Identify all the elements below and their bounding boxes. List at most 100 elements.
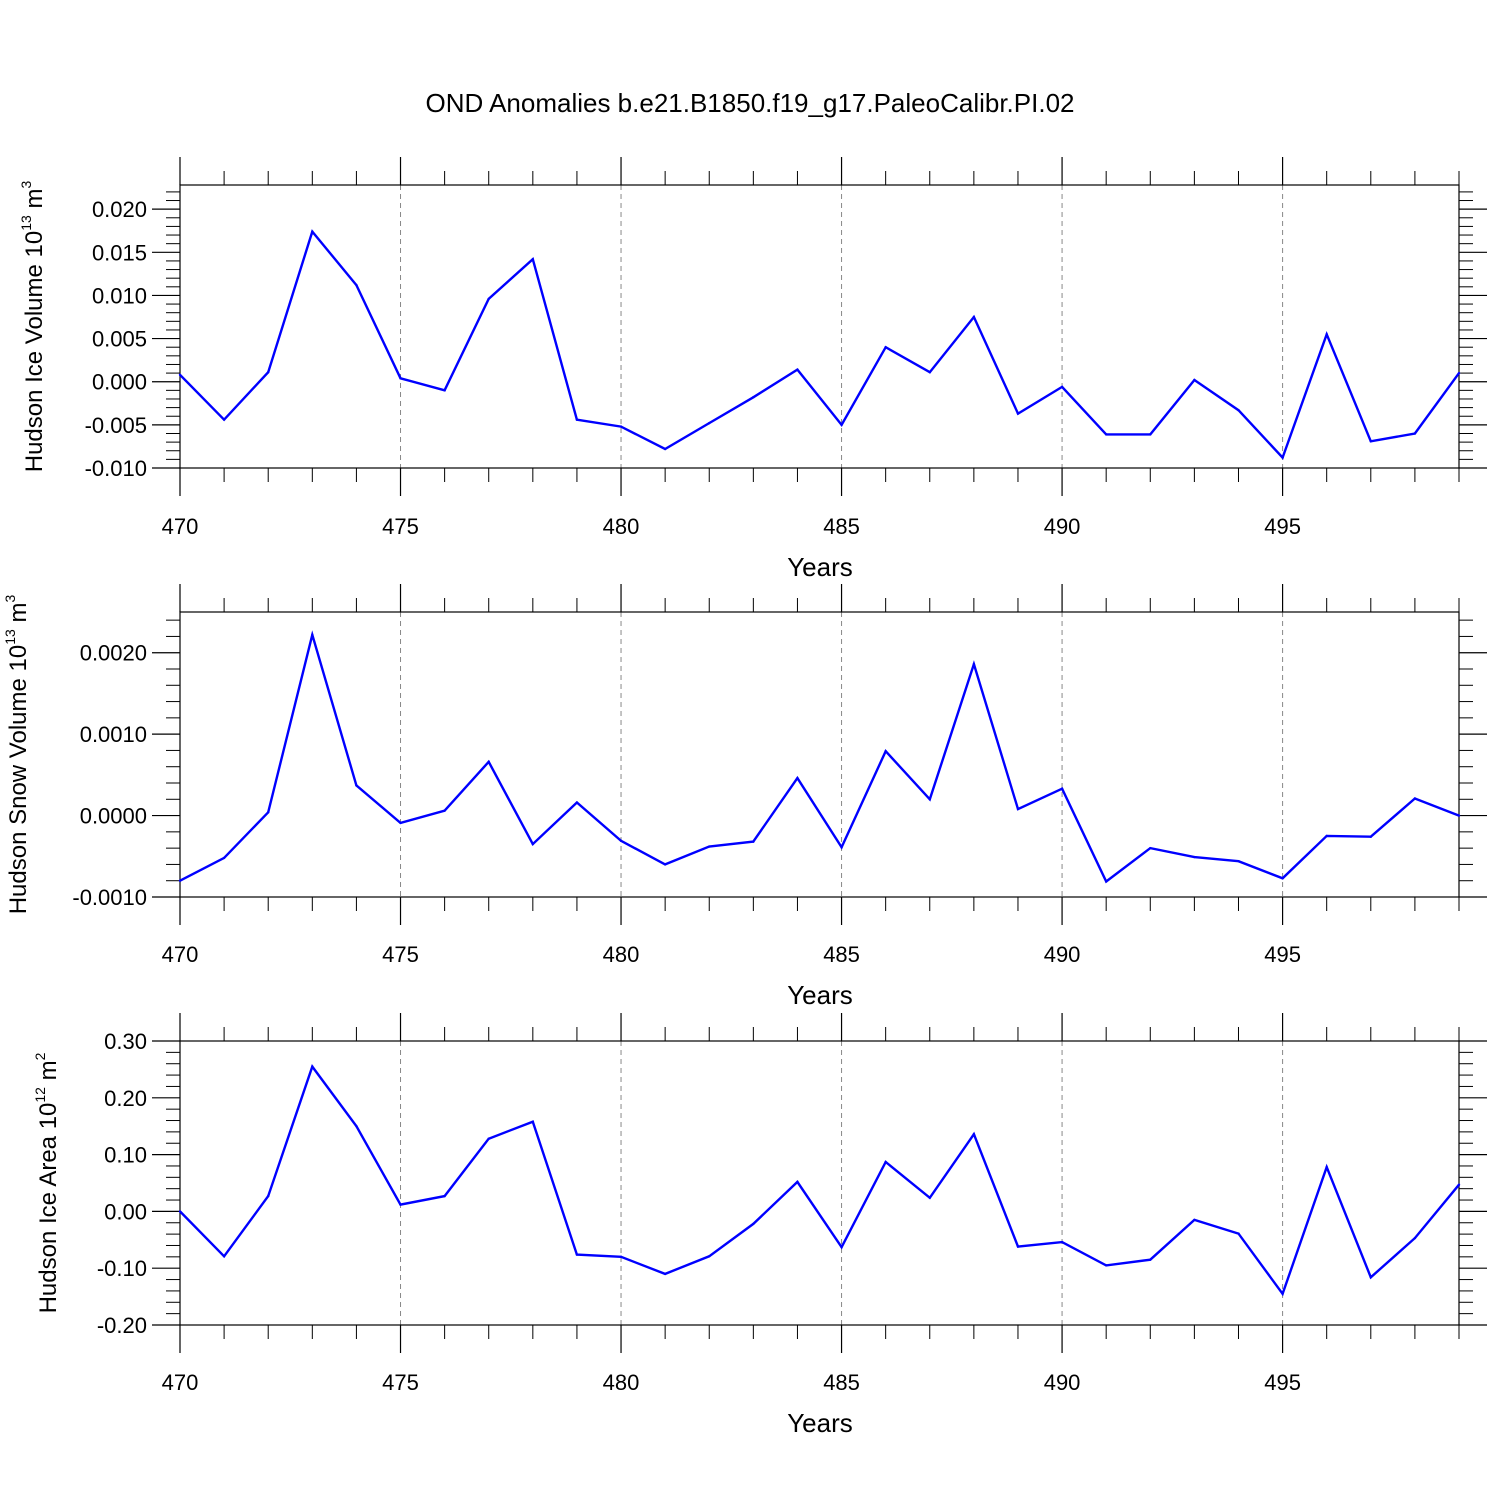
data-point (619, 425, 623, 428)
data-point (1369, 440, 1372, 443)
y-axis-title: Hudson Ice Area 1012 m2 (32, 1052, 62, 1313)
data-point (1281, 456, 1284, 459)
data-point (311, 633, 314, 636)
data-point (884, 1160, 887, 1164)
x-tick-label: 490 (1044, 514, 1081, 539)
data-point (796, 1180, 799, 1184)
x-tick-label: 470 (162, 514, 199, 539)
data-point (487, 1137, 490, 1140)
data-point (355, 1125, 358, 1128)
data-point (796, 776, 799, 780)
x-tick-label: 495 (1264, 1370, 1301, 1395)
data-point (1104, 433, 1108, 436)
data-point (399, 377, 402, 380)
data-point (1149, 433, 1152, 436)
data-point (1060, 787, 1064, 790)
data-point (1149, 1258, 1152, 1261)
data-point (443, 809, 446, 812)
data-point (1016, 1245, 1020, 1248)
x-tick-label: 485 (823, 942, 860, 967)
y-tick-label: 0.000 (92, 370, 147, 395)
data-point (884, 750, 887, 753)
y-tick-label: 0.20 (104, 1086, 147, 1111)
data-point (1369, 1276, 1372, 1279)
y-tick-label: -0.010 (85, 456, 147, 481)
y-tick-label: 0.0010 (80, 722, 147, 747)
data-point (443, 389, 446, 392)
data-point (1104, 880, 1108, 883)
data-point (1457, 1183, 1461, 1186)
series-line (179, 229, 1460, 460)
x-tick-label: 475 (382, 942, 419, 967)
data-point (884, 346, 887, 349)
y-axis-title: Hudson Ice Volume 1013 m3 (18, 181, 48, 473)
data-point (222, 856, 226, 860)
x-tick-label: 480 (603, 942, 640, 967)
data-point (311, 1065, 314, 1068)
data-point (972, 315, 976, 319)
data-point (311, 230, 314, 233)
data-point (708, 421, 711, 425)
data-point (928, 1196, 931, 1199)
x-tick-label: 475 (382, 1370, 419, 1395)
data-point (663, 863, 667, 866)
data-point (222, 1255, 226, 1258)
x-tick-label: 470 (162, 942, 199, 967)
y-tick-label: 0.10 (104, 1143, 147, 1168)
y-tick-label: 0.020 (92, 197, 147, 222)
x-axis-title: Years (787, 1408, 853, 1438)
data-point (1325, 1165, 1328, 1169)
chart-panel-1: 470 475 480 485 490 495 Years -0.010 -0.005 0.000… (18, 157, 1487, 582)
data-point (1413, 432, 1417, 435)
data-point (752, 1222, 755, 1226)
data-point (1325, 834, 1328, 838)
chart-title: OND Anomalies b.e21.B1850.f19_g17.PaleoC… (426, 88, 1075, 118)
data-point (663, 1272, 667, 1276)
data-point (840, 846, 843, 849)
data-point (1281, 1292, 1284, 1295)
x-axis-title: Years (787, 552, 853, 582)
y-tick-label: 0.0020 (80, 641, 147, 666)
x-tick-label: 485 (823, 514, 860, 539)
x-tick-label: 490 (1044, 1370, 1081, 1395)
x-tick-label: 470 (162, 1370, 199, 1395)
data-point (222, 418, 226, 421)
data-point (575, 801, 579, 804)
data-point (796, 368, 799, 371)
data-point (575, 418, 579, 421)
data-point (531, 1120, 535, 1123)
y-tick-label: -0.005 (85, 413, 147, 438)
y-tick-label: 0.30 (104, 1029, 147, 1054)
data-point (487, 297, 490, 301)
data-point (1237, 408, 1240, 412)
data-point (1413, 1236, 1417, 1240)
x-tick-label: 480 (603, 514, 640, 539)
data-point (708, 1255, 711, 1258)
y-tick-label: 0.00 (104, 1199, 147, 1224)
series-line (179, 1064, 1460, 1297)
data-point (1369, 835, 1372, 838)
data-point (752, 840, 755, 843)
plot-frame (179, 1040, 1460, 1326)
y-tick-label: 0.005 (92, 327, 147, 352)
y-axis-title: Hudson Snow Volume 1013 m3 (2, 595, 32, 915)
data-point (928, 798, 931, 801)
data-point (531, 842, 535, 846)
data-point (443, 1194, 446, 1198)
data-point (1457, 814, 1461, 817)
plot-frame (179, 184, 1460, 469)
y-tick-label: -0.20 (97, 1313, 147, 1338)
data-point (487, 760, 490, 764)
data-point (1457, 371, 1461, 375)
data-point (663, 447, 667, 451)
data-point (267, 811, 270, 814)
data-point (972, 1132, 976, 1136)
x-tick-label: 485 (823, 1370, 860, 1395)
data-point (1237, 859, 1240, 863)
data-point (840, 1245, 843, 1249)
chart-panel-2: 470 475 480 485 490 495 Years -0.0010 0.0000 0.00… (2, 584, 1487, 1010)
data-point (178, 373, 182, 377)
data-point (972, 662, 976, 666)
series-line (179, 630, 1460, 884)
